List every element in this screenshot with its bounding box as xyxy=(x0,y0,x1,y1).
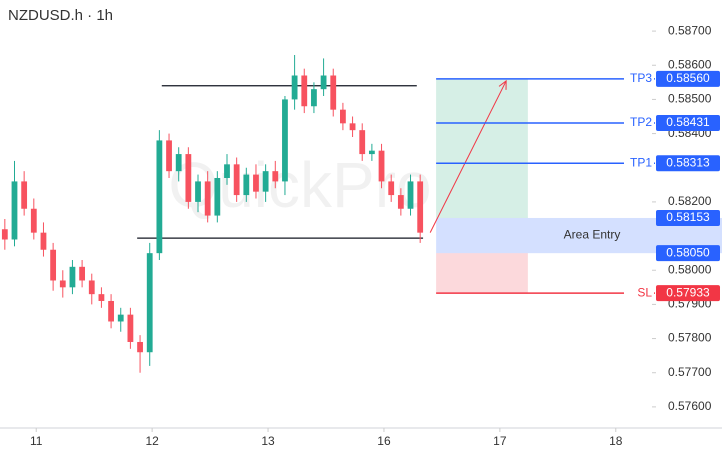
label-bg xyxy=(624,285,654,302)
candle-body xyxy=(21,181,28,209)
candle-body xyxy=(417,181,424,233)
y-tick-label: 0.58600 xyxy=(668,57,712,71)
price-tag xyxy=(656,245,720,262)
y-tick-label: 0.58200 xyxy=(668,194,712,208)
y-tick-label: 0.57700 xyxy=(668,365,712,379)
candle-body xyxy=(156,140,163,254)
candle-body xyxy=(59,280,66,288)
candle-body xyxy=(11,181,18,240)
candle-body xyxy=(40,232,47,250)
candle-body xyxy=(397,195,404,209)
candle-body xyxy=(378,150,385,182)
candle-body xyxy=(117,314,124,322)
y-tick-label: 0.58000 xyxy=(668,262,712,276)
candle-body xyxy=(359,130,366,155)
candle-body xyxy=(407,181,414,209)
price-tag xyxy=(656,155,720,172)
entry-label: Area Entry xyxy=(564,228,621,242)
candle-body xyxy=(272,171,279,182)
level-name: TP3 xyxy=(630,71,652,85)
candle-body xyxy=(320,75,327,90)
level-name: SL xyxy=(637,285,652,299)
candle-body xyxy=(79,266,86,281)
candle-body xyxy=(224,164,230,178)
arrow-head xyxy=(498,79,507,90)
level-name: TP2 xyxy=(630,115,652,129)
price-tag-label: 0.58313 xyxy=(666,155,710,169)
label-bg xyxy=(624,114,654,131)
candle-body xyxy=(69,266,76,288)
y-tick-label: 0.57800 xyxy=(668,331,712,345)
candle-body xyxy=(185,154,192,202)
y-tick-label: 0.57600 xyxy=(668,399,712,413)
x-tick-label: 13 xyxy=(261,434,275,448)
candle-body xyxy=(388,181,395,196)
x-tick-label: 12 xyxy=(145,434,159,448)
price-tag-label: 0.57933 xyxy=(666,285,710,299)
candle-body xyxy=(349,123,356,131)
x-tick-label: 17 xyxy=(493,434,507,448)
target-zone xyxy=(436,78,528,218)
price-tag xyxy=(656,285,720,302)
candle-body xyxy=(146,253,153,353)
candle-body xyxy=(108,300,114,322)
x-tick-label: 16 xyxy=(377,434,391,448)
candle-body xyxy=(282,99,288,182)
watermark: QuickPro xyxy=(168,149,431,221)
y-tick-label: 0.58500 xyxy=(668,92,712,106)
candle-body xyxy=(243,174,250,196)
level-name: TP1 xyxy=(630,155,652,169)
label-bg xyxy=(624,70,654,87)
x-tick-label: 11 xyxy=(30,434,43,448)
stop-zone xyxy=(436,253,528,294)
y-tick-label: 0.58700 xyxy=(668,23,712,37)
candle-body xyxy=(1,229,8,240)
price-tag xyxy=(656,70,720,87)
candle-body xyxy=(253,174,259,192)
candle-body xyxy=(127,314,134,342)
candle-body xyxy=(368,150,375,155)
candle-body xyxy=(204,181,211,216)
candle-body xyxy=(30,208,37,233)
candle-body xyxy=(195,181,201,202)
candle-body xyxy=(50,249,57,281)
candle-body xyxy=(311,89,317,107)
candle-body xyxy=(166,140,172,172)
candle-body xyxy=(175,154,182,172)
price-tag-label: 0.58560 xyxy=(666,71,710,85)
chart-title: NZDUSD.h · 1h xyxy=(8,7,113,24)
price-tag xyxy=(656,114,720,131)
candle-body xyxy=(233,164,240,196)
candle-body xyxy=(330,75,337,110)
candle-body xyxy=(214,177,221,216)
price-tag xyxy=(656,209,720,226)
price-tag-label: 0.58153 xyxy=(666,210,710,224)
candle-body xyxy=(301,75,308,107)
projection-arrow xyxy=(429,80,507,233)
candle-body xyxy=(262,171,269,192)
candle-body xyxy=(88,280,95,295)
candle-body xyxy=(137,341,143,353)
candle-body xyxy=(98,294,105,301)
candle-body xyxy=(340,109,346,124)
x-tick-label: 18 xyxy=(609,434,623,448)
label-bg xyxy=(624,155,654,172)
price-tag-label: 0.58431 xyxy=(666,115,710,129)
candle-body xyxy=(291,75,298,100)
price-tag-label: 0.58050 xyxy=(666,245,710,259)
